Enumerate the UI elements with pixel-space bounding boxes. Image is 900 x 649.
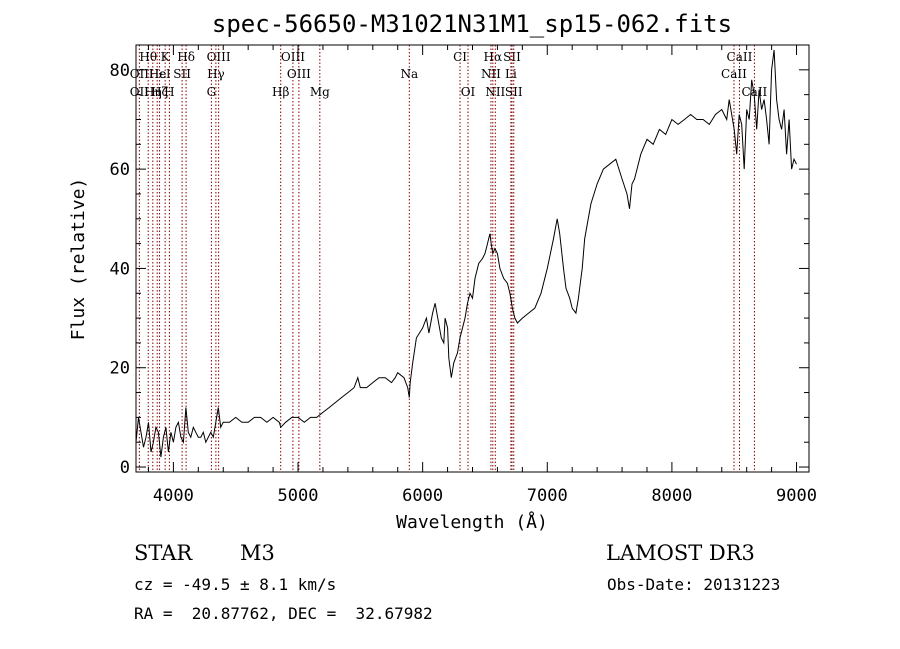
line-label-low-6: Mg bbox=[310, 85, 330, 99]
line-label-top-6: Hα bbox=[484, 50, 503, 64]
line-label-mid-2: Hel bbox=[149, 67, 171, 81]
y-tick-label-4: 80 bbox=[110, 61, 130, 81]
line-label-low-7: OI bbox=[461, 85, 476, 99]
chart-title: spec-56650-M31021N31M1_sp15-062.fits bbox=[212, 10, 732, 38]
line-label-top-2: Hδ bbox=[177, 50, 195, 64]
line-label-mid-8: Li bbox=[505, 67, 517, 81]
object-class: STAR bbox=[134, 541, 193, 565]
x-tick-label-1: 5000 bbox=[278, 486, 319, 506]
x-tick-label-5: 9000 bbox=[776, 486, 817, 506]
line-label-top-0: Hθ bbox=[139, 50, 157, 64]
y-tick-label-2: 40 bbox=[110, 259, 130, 279]
line-label-low-9: SII bbox=[505, 85, 523, 99]
y-tick-label-3: 60 bbox=[110, 160, 130, 180]
line-label-top-5: CI bbox=[453, 50, 467, 64]
line-label-mid-9: CaII bbox=[721, 67, 747, 81]
x-axis-label: Wavelength (Å) bbox=[396, 511, 548, 533]
y-tick-label-0: 0 bbox=[120, 458, 130, 478]
x-tick-label-4: 8000 bbox=[651, 486, 692, 506]
y-tick-label-1: 20 bbox=[110, 359, 130, 379]
line-label-top-3: OIII bbox=[207, 50, 231, 64]
line-label-low-3: H bbox=[164, 85, 174, 99]
coordinates: RA = 20.87762, DEC = 32.67982 bbox=[134, 604, 433, 623]
x-tick-label-2: 6000 bbox=[402, 486, 443, 506]
axis-ticks: 4000 5000 6000 7000 8000 9000 0 20 40 60 80 bbox=[110, 45, 817, 506]
y-axis-label: Flux (relative) bbox=[68, 178, 89, 341]
survey-name: LAMOST DR3 bbox=[606, 541, 755, 565]
line-label-low-10: CaII bbox=[741, 85, 767, 99]
observation-date: Obs-Date: 20131223 bbox=[607, 575, 781, 594]
line-label-low-0: OII bbox=[130, 85, 150, 99]
plot-frame bbox=[135, 44, 810, 473]
line-label-low-1: Hζ bbox=[151, 85, 168, 99]
line-label-top-7: SII bbox=[503, 50, 521, 64]
line-label-top-1: K bbox=[161, 50, 171, 64]
object-subclass: M3 bbox=[240, 541, 275, 565]
line-label-mid-3: SII bbox=[173, 67, 191, 81]
line-label-low-5: Hβ bbox=[272, 85, 289, 99]
line-label-mid-6: Na bbox=[400, 67, 418, 81]
line-label-mid-4: Hγ bbox=[207, 67, 225, 81]
line-label-low-8: NII bbox=[485, 85, 505, 99]
line-label-low-4: G bbox=[207, 85, 217, 99]
series-flux-line bbox=[135, 49, 797, 458]
x-tick-label-0: 4000 bbox=[153, 486, 194, 506]
line-label-mid-0: OII bbox=[130, 67, 150, 81]
x-tick-label-3: 7000 bbox=[527, 486, 568, 506]
line-label-mid-5: OIII bbox=[287, 67, 311, 81]
series-layer bbox=[135, 49, 797, 458]
line-label-top-4: OIII bbox=[281, 50, 305, 64]
line-label-top-8: CaII bbox=[727, 50, 753, 64]
line-label-low-2: Hη bbox=[144, 85, 162, 99]
line-label-mid-7: NII bbox=[481, 67, 501, 81]
redshift-velocity: cz = -49.5 ± 8.1 km/s bbox=[134, 575, 337, 594]
